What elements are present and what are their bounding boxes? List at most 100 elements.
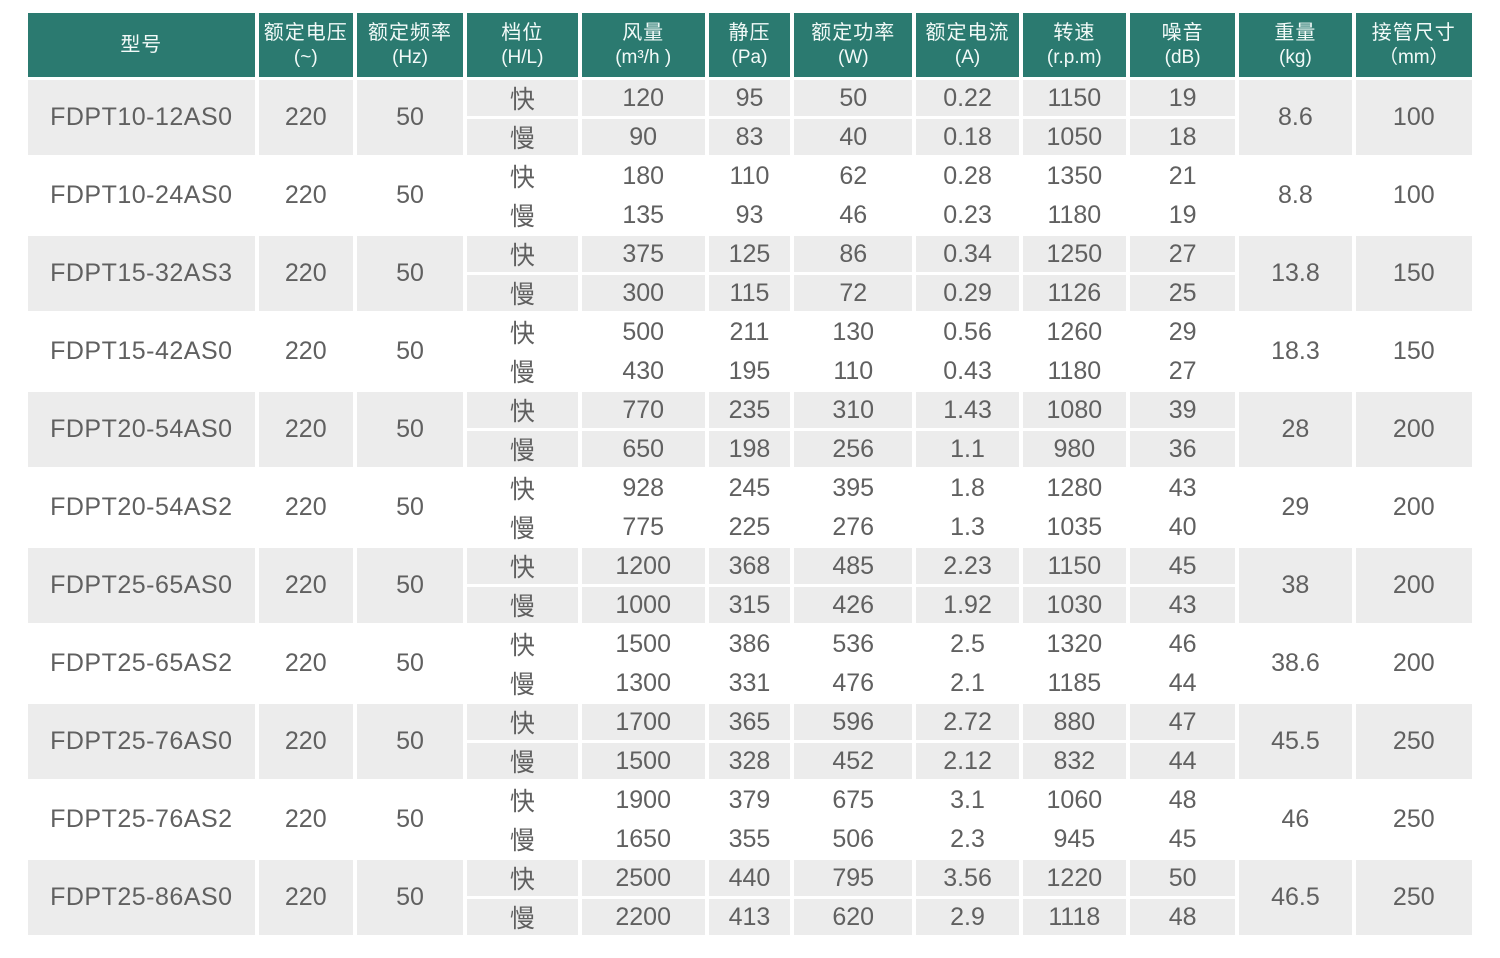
- noise-cell: 39: [1129, 392, 1236, 428]
- current-cell: 0.23: [916, 197, 1019, 233]
- pipe-size-cell: 200: [1355, 392, 1472, 467]
- gear-cell: 快: [467, 158, 578, 194]
- speed-cell: 1150: [1022, 548, 1126, 584]
- pressure-cell: 83: [708, 119, 791, 155]
- power-cell: 675: [794, 782, 913, 818]
- power-cell: 485: [794, 548, 913, 584]
- current-cell: 2.5: [916, 626, 1019, 662]
- column-header-unit: (H/L): [501, 47, 544, 68]
- spec-row-FDPT25-65AS2-low: 慢 1300 331 476 2.1 1185 44: [28, 665, 1472, 701]
- spec-row-FDPT25-76AS0-high: FDPT25-76AS0 220 50 快 1700 365 596 2.72 880 47 45.…: [28, 704, 1472, 779]
- power-cell: 46: [794, 197, 913, 233]
- frequency-cell: 50: [356, 782, 464, 857]
- column-header-unit: (Pa): [731, 47, 768, 68]
- frequency-cell: 50: [356, 392, 464, 467]
- speed-cell: 880: [1022, 704, 1126, 740]
- column-header-label: 静压: [728, 22, 771, 44]
- speed-cell: 980: [1022, 431, 1126, 467]
- power-cell: 40: [794, 119, 913, 155]
- spec-row-FDPT25-76AS0-low: 慢 1500 328 452 2.12 832 44: [28, 743, 1472, 779]
- table-body: FDPT10-12AS0 220 50 快 120 95 50 0.22 1150 19 8.6 10…: [28, 80, 1472, 935]
- noise-cell: 43: [1129, 470, 1236, 506]
- spec-row-FDPT15-42AS0-low: 慢 430 195 110 0.43 1180 27: [28, 353, 1472, 389]
- gear-cell: 慢: [467, 899, 578, 935]
- voltage-cell: 220: [258, 80, 353, 155]
- weight-cell: 46.5: [1239, 860, 1352, 935]
- fan-spec-page: 型号 额定电压 (~) 额定频率 (Hz) 档位 (H/L) 风量 (m³/h ) 静压 (Pa) 额…: [24, 10, 1476, 938]
- current-cell: 2.9: [916, 899, 1019, 935]
- pressure-cell: 115: [708, 275, 791, 311]
- airflow-cell: 2500: [581, 860, 705, 896]
- column-header-current: 额定电流 (A): [916, 13, 1019, 77]
- current-cell: 2.23: [916, 548, 1019, 584]
- spec-row-FDPT10-12AS0-high: FDPT10-12AS0 220 50 快 120 95 50 0.22 1150 19 8.6 10…: [28, 80, 1472, 155]
- gear-cell: 慢: [467, 275, 578, 311]
- spec-row-FDPT15-32AS3-low: 慢 300 115 72 0.29 1126 25: [28, 275, 1472, 311]
- pressure-cell: 245: [708, 470, 791, 506]
- pipe-size-cell: 100: [1355, 158, 1472, 233]
- gear-cell: 快: [467, 704, 578, 740]
- speed-cell: 1126: [1022, 275, 1126, 311]
- spec-row-FDPT25-86AS0-high: FDPT25-86AS0 220 50 快 2500 440 795 3.56 1220 50 46…: [28, 860, 1472, 935]
- power-cell: 596: [794, 704, 913, 740]
- gear-cell: 快: [467, 236, 578, 272]
- current-cell: 1.43: [916, 392, 1019, 428]
- current-cell: 1.1: [916, 431, 1019, 467]
- pipe-size-cell: 100: [1355, 80, 1472, 155]
- speed-cell: 1320: [1022, 626, 1126, 662]
- airflow-cell: 375: [581, 236, 705, 272]
- column-header-gear: 档位 (H/L): [467, 13, 578, 77]
- column-header-voltage: 额定电压 (~): [258, 13, 353, 77]
- pressure-cell: 93: [708, 197, 791, 233]
- gear-cell: 慢: [467, 119, 578, 155]
- power-cell: 452: [794, 743, 913, 779]
- airflow-cell: 135: [581, 197, 705, 233]
- noise-cell: 48: [1129, 782, 1236, 818]
- power-cell: 476: [794, 665, 913, 701]
- current-cell: 2.12: [916, 743, 1019, 779]
- airflow-cell: 1500: [581, 626, 705, 662]
- weight-cell: 29: [1239, 470, 1352, 545]
- weight-cell: 38: [1239, 548, 1352, 623]
- voltage-cell: 220: [258, 626, 353, 701]
- model-cell: FDPT10-12AS0: [28, 80, 255, 155]
- noise-cell: 50: [1129, 860, 1236, 896]
- power-cell: 276: [794, 509, 913, 545]
- gear-cell: 快: [467, 80, 578, 116]
- model-cell: FDPT25-65AS2: [28, 626, 255, 701]
- spec-row-FDPT25-86AS0-low: 慢 2200 413 620 2.9 1118 48: [28, 899, 1472, 935]
- column-header-label: 型号: [120, 34, 163, 56]
- current-cell: 0.22: [916, 80, 1019, 116]
- current-cell: 0.43: [916, 353, 1019, 389]
- gear-cell: 快: [467, 314, 578, 350]
- model-cell: FDPT25-65AS0: [28, 548, 255, 623]
- airflow-cell: 1700: [581, 704, 705, 740]
- column-header-label: 额定电压: [263, 22, 348, 44]
- model-cell: FDPT25-76AS2: [28, 782, 255, 857]
- pipe-size-cell: 200: [1355, 626, 1472, 701]
- column-header-unit: (A): [954, 47, 981, 68]
- spec-row-FDPT20-54AS2-low: 慢 775 225 276 1.3 1035 40: [28, 509, 1472, 545]
- spec-row-FDPT15-32AS3-high: FDPT15-32AS3 220 50 快 375 125 86 0.34 1250 27 13.8…: [28, 236, 1472, 311]
- noise-cell: 45: [1129, 821, 1236, 857]
- gear-cell: 慢: [467, 431, 578, 467]
- power-cell: 536: [794, 626, 913, 662]
- weight-cell: 45.5: [1239, 704, 1352, 779]
- spec-row-FDPT25-65AS0-low: 慢 1000 315 426 1.92 1030 43: [28, 587, 1472, 623]
- speed-cell: 945: [1022, 821, 1126, 857]
- fan-spec-table: 型号 额定电压 (~) 额定频率 (Hz) 档位 (H/L) 风量 (m³/h ) 静压 (Pa) 额…: [24, 10, 1476, 938]
- speed-cell: 1035: [1022, 509, 1126, 545]
- power-cell: 256: [794, 431, 913, 467]
- noise-cell: 43: [1129, 587, 1236, 623]
- gear-cell: 慢: [467, 743, 578, 779]
- current-cell: 2.1: [916, 665, 1019, 701]
- speed-cell: 1280: [1022, 470, 1126, 506]
- spec-row-FDPT10-12AS0-low: 慢 90 83 40 0.18 1050 18: [28, 119, 1472, 155]
- noise-cell: 18: [1129, 119, 1236, 155]
- current-cell: 1.92: [916, 587, 1019, 623]
- column-header-frequency: 额定频率 (Hz): [356, 13, 464, 77]
- frequency-cell: 50: [356, 80, 464, 155]
- pressure-cell: 95: [708, 80, 791, 116]
- column-header-unit: (W): [837, 47, 869, 68]
- spec-row-FDPT20-54AS2-high: FDPT20-54AS2 220 50 快 928 245 395 1.8 1280 43 29 20…: [28, 470, 1472, 545]
